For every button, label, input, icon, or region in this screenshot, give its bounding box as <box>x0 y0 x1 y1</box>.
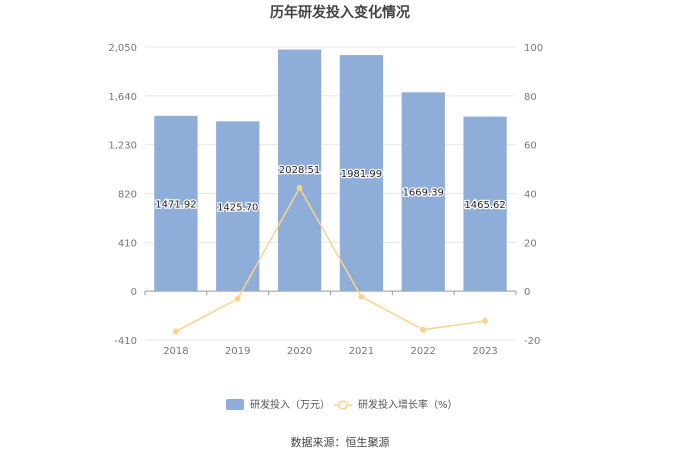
x-tick-label: 2020 <box>287 346 312 357</box>
right-tick-label: 60 <box>524 141 537 152</box>
right-tick-label: 40 <box>524 190 537 201</box>
bar-data-label: 1471.92 <box>155 200 196 211</box>
legend-bar-swatch <box>226 399 244 410</box>
growth-point <box>296 184 303 191</box>
growth-point <box>420 326 427 333</box>
bar-data-labels: 1471.92 1425.70 2028.51 1981.99 1669.39 1465.… <box>154 164 507 215</box>
growth-point <box>234 295 241 302</box>
bar-data-label: 1981.99 <box>341 169 382 180</box>
right-tick-label: 100 <box>524 43 543 54</box>
bar-series <box>154 49 507 292</box>
left-tick-label: 410 <box>118 238 137 249</box>
legend-bar-label: 研发投入（万元） <box>250 398 330 411</box>
growth-point <box>482 317 489 324</box>
right-tick-label: 80 <box>524 92 537 103</box>
left-tick-label: 820 <box>118 190 137 201</box>
bar <box>216 121 260 292</box>
growth-point <box>172 328 179 335</box>
chart-title: 历年研发投入变化情况 <box>270 4 410 21</box>
left-axis: -410 0 410 820 1,230 1,640 2,050 <box>108 43 137 347</box>
left-tick-label: 1,230 <box>108 141 137 152</box>
x-axis: 2018 2019 2020 2021 2022 2023 <box>144 291 517 357</box>
bar-data-label: 1465.62 <box>464 200 505 211</box>
bar <box>339 55 384 292</box>
x-tick-label: 2021 <box>349 346 374 357</box>
bar-data-label: 2028.51 <box>279 165 320 176</box>
bar <box>401 92 445 292</box>
x-tick-label: 2018 <box>163 346 188 357</box>
bar <box>277 49 322 292</box>
x-tick-label: 2019 <box>225 346 250 357</box>
line-series <box>172 184 489 335</box>
left-tick-label: -410 <box>114 336 137 347</box>
legend-line-label: 研发投入增长率（%） <box>358 398 458 411</box>
bar <box>463 116 507 292</box>
grid <box>145 46 516 341</box>
bar-data-label: 1425.70 <box>217 202 258 213</box>
right-tick-label: 0 <box>524 287 530 298</box>
left-tick-label: 2,050 <box>108 43 137 54</box>
right-tick-label: -20 <box>524 336 540 347</box>
x-tick-label: 2022 <box>411 346 436 357</box>
legend-line-marker <box>338 400 348 410</box>
legend: 研发投入（万元） 研发投入增长率（%） <box>226 398 458 411</box>
left-tick-label: 1,640 <box>108 92 137 103</box>
x-tick-label: 2023 <box>472 346 497 357</box>
growth-point <box>358 293 365 300</box>
right-axis: -20 0 20 40 60 80 100 <box>524 43 543 347</box>
left-tick-label: 0 <box>131 287 137 298</box>
source-note: 数据来源：恒生聚源 <box>291 435 390 449</box>
bar <box>154 115 198 292</box>
growth-line <box>175 186 486 333</box>
bar-data-label: 1669.39 <box>403 188 444 199</box>
right-tick-label: 20 <box>524 238 537 249</box>
